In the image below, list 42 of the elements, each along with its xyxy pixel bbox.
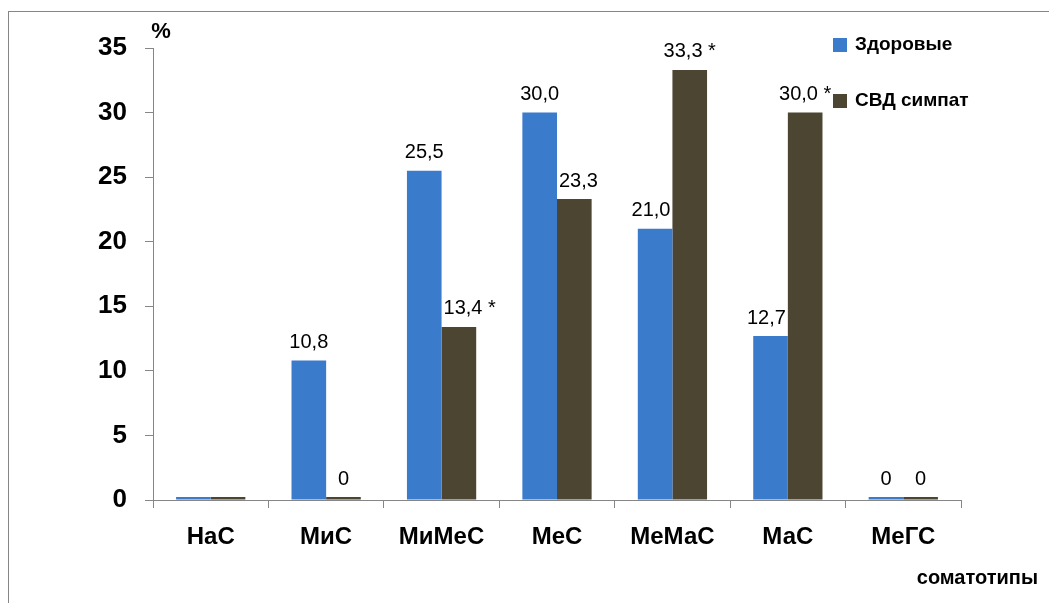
data-label: 12,7 xyxy=(746,305,786,328)
data-label: 30,0 * xyxy=(779,82,832,105)
y-axis-title: % xyxy=(151,18,171,44)
y-tick-label: 10 xyxy=(98,354,127,385)
bar xyxy=(522,112,557,500)
data-label: 21,0 xyxy=(631,198,671,221)
y-tick-label: 0 xyxy=(112,483,127,514)
legend-label: СВД симпат xyxy=(855,89,969,111)
bar xyxy=(406,170,442,500)
legend-label: Здоровые xyxy=(855,33,953,55)
data-label: 0 xyxy=(337,466,350,489)
x-tick-label: МаС xyxy=(762,522,814,550)
bar xyxy=(176,497,211,500)
data-label: 13,4 * xyxy=(443,296,497,319)
data-label: 10,8 xyxy=(289,330,329,353)
data-label: 0 xyxy=(915,466,927,489)
bar xyxy=(753,335,788,500)
x-tick-label: МиС xyxy=(300,522,353,550)
bar xyxy=(637,228,673,500)
data-label: 23,3 xyxy=(559,168,598,191)
data-label: 33,3 * xyxy=(663,39,717,62)
y-tick-label: 5 xyxy=(112,418,127,449)
bar xyxy=(291,360,327,500)
y-tick-label: 25 xyxy=(98,160,127,191)
bar xyxy=(868,497,904,500)
x-tick-label: МеС xyxy=(531,522,583,550)
bar xyxy=(557,199,592,500)
y-tick-label: 30 xyxy=(98,95,127,126)
y-tick-label: 35 xyxy=(98,31,127,62)
bar xyxy=(787,112,823,500)
x-tick-label: МеМаС xyxy=(630,522,715,550)
x-tick-label: НаС xyxy=(186,522,235,550)
data-label: 25,5 xyxy=(404,140,444,163)
y-tick-label: 20 xyxy=(98,224,127,255)
bar xyxy=(672,69,708,500)
data-label: 0 xyxy=(880,466,892,489)
bar xyxy=(441,326,477,500)
x-axis-title: соматотипы xyxy=(916,565,1038,588)
x-tick-label: МиМеС xyxy=(398,522,485,550)
y-tick-label: 15 xyxy=(98,289,127,320)
x-tick-label: МеГС xyxy=(871,522,936,550)
data-label: 30,0 xyxy=(520,82,560,105)
